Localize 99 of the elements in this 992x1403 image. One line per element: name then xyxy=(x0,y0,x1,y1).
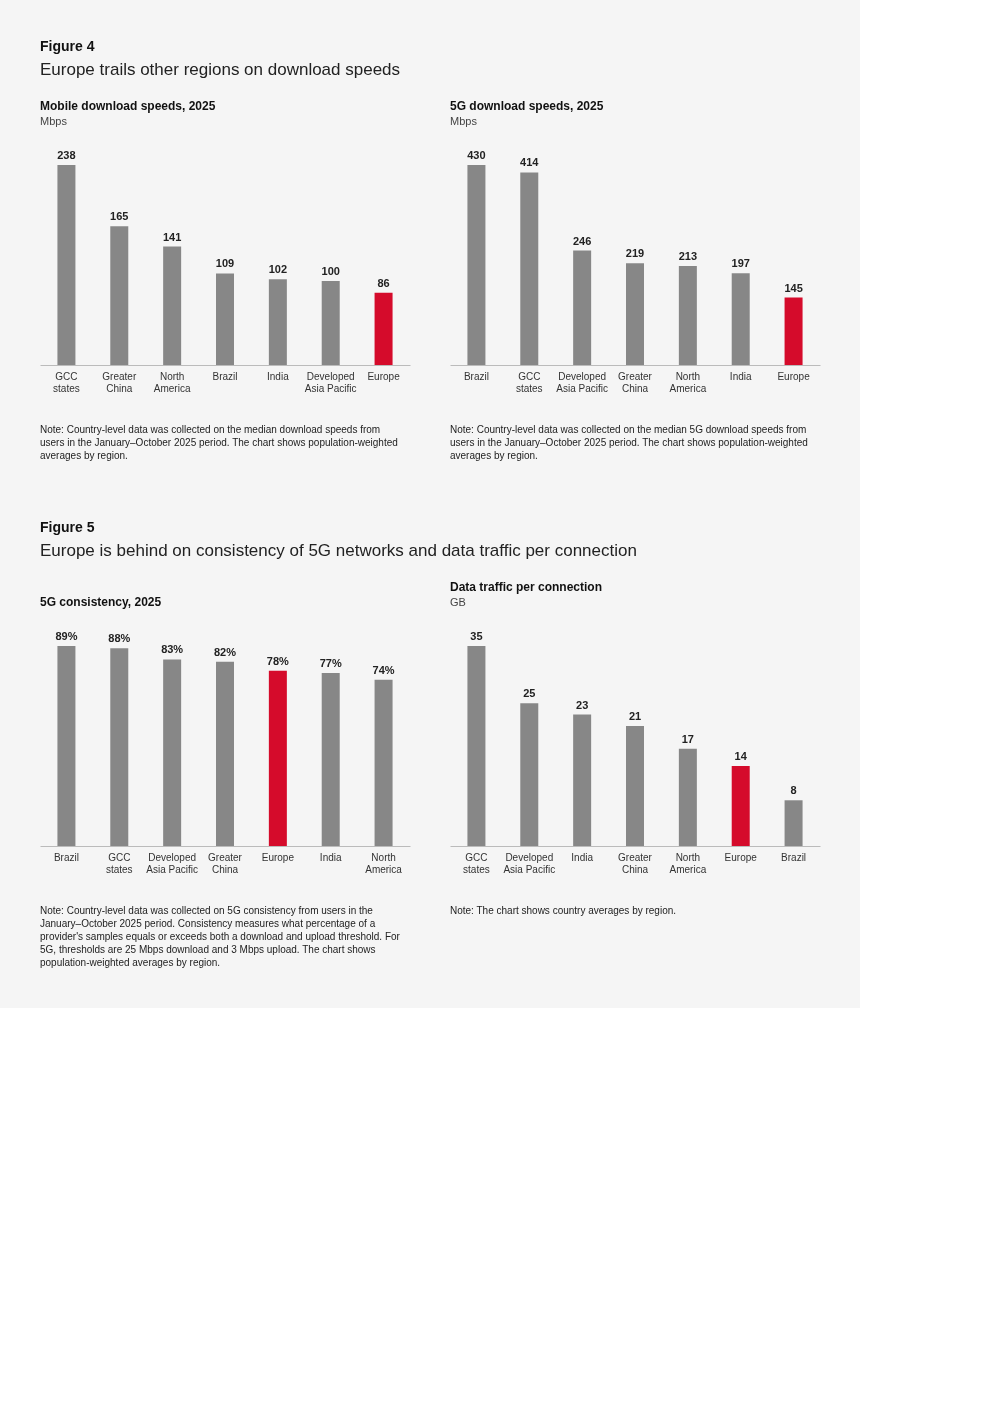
chart-subtitle: Mbps xyxy=(40,115,68,127)
text: Europe trails other regions on download speeds xyxy=(40,60,401,79)
data-label: 23 xyxy=(576,698,589,711)
bar xyxy=(467,165,486,365)
x-tick-label: GCC states xyxy=(463,851,490,875)
x-tick-label: Developed Asia Pacific xyxy=(556,370,608,394)
x-tick-label: India xyxy=(729,370,752,382)
caption: Figure 5 xyxy=(40,519,95,535)
bar xyxy=(678,748,697,846)
data-label: 414 xyxy=(520,156,540,169)
x-tick-label: Brazil xyxy=(212,370,238,382)
bar xyxy=(57,165,76,365)
x-tick-label: Greater China xyxy=(208,851,243,875)
bar xyxy=(784,297,803,365)
chart-title: 5G download speeds, 2025 xyxy=(450,99,604,113)
text: Note: Country-level data was collected on 5G consistency from users in the January–October 2025 period. Consistency measures what percentage of a provider's samples equals or exceeds both a download and upload threshold. For 5G, thresholds are 25 Mbps download and 3 Mbps upload. The chart shows population-weighted averages by region. xyxy=(40,904,401,968)
bar xyxy=(678,265,697,365)
x-tick-label: Europe xyxy=(777,370,811,382)
bar xyxy=(731,273,750,365)
x-tick-label: GCC states xyxy=(515,370,543,394)
data-label: 14 xyxy=(734,750,748,762)
data-label: 165 xyxy=(110,210,129,223)
data-label: 78% xyxy=(266,654,290,667)
data-label: 109 xyxy=(215,257,235,270)
x-tick-label: Developed Asia Pacific xyxy=(304,370,357,394)
data-label: 246 xyxy=(572,234,592,247)
bar xyxy=(110,226,129,365)
text: Note: Country-level data was collected on the median 5G download speeds from users in the January–October 2025 period. The chart shows population-weighted averages by region. xyxy=(450,423,808,461)
data-label: 8 xyxy=(790,784,797,797)
x-tick-label: India xyxy=(571,851,594,863)
data-label: 145 xyxy=(784,281,803,294)
chart-subtitle: GB xyxy=(450,596,466,608)
x-tick-label: Europe xyxy=(724,851,758,863)
text: Note: The chart shows country averages by region. xyxy=(450,904,677,916)
data-label: 430 xyxy=(467,149,486,161)
bar xyxy=(731,766,750,846)
data-label: 25 xyxy=(523,687,536,700)
data-label: 17 xyxy=(681,732,694,745)
data-label: 74% xyxy=(372,663,395,676)
text: Europe is behind on consistency of 5G networks and data traffic per connection xyxy=(40,541,637,560)
bar xyxy=(784,800,803,846)
data-label: 197 xyxy=(731,257,750,270)
data-label: 35 xyxy=(470,630,483,642)
bar xyxy=(321,280,340,365)
bar xyxy=(573,250,592,365)
bar xyxy=(626,726,644,846)
x-tick-label: GCC states xyxy=(105,851,133,875)
bar xyxy=(163,246,182,365)
x-tick-label: North America xyxy=(153,370,191,394)
x-tick-label: Europe xyxy=(367,370,401,382)
bar xyxy=(374,292,393,365)
chart-subtitle: Mbps xyxy=(450,115,478,127)
bar xyxy=(57,646,76,846)
caption: Figure 4 xyxy=(40,38,95,54)
bar xyxy=(520,703,539,846)
data-label: 213 xyxy=(678,249,698,262)
bar xyxy=(467,646,486,846)
data-label: 238 xyxy=(57,149,76,161)
data-label: 77% xyxy=(319,656,342,669)
data-label: 89% xyxy=(55,630,78,642)
x-tick-label: India xyxy=(319,851,342,863)
data-label: 219 xyxy=(625,247,645,260)
data-label: 100 xyxy=(321,264,340,277)
bar xyxy=(573,714,592,846)
data-label: 141 xyxy=(162,230,182,243)
data-label: 82% xyxy=(213,645,237,658)
bar xyxy=(374,679,393,846)
x-tick-label: Developed Asia Pacific xyxy=(503,851,556,875)
bar xyxy=(163,659,182,846)
text: Note: Country-level data was collected on the median download speeds from users in the January–October 2025 period. The chart shows population-weighted averages by region. xyxy=(40,423,398,461)
bar xyxy=(626,263,644,365)
data-label: 88% xyxy=(108,632,131,645)
x-tick-label: Greater China xyxy=(618,851,653,875)
x-tick-label: Brazil xyxy=(463,370,489,382)
data-label: 83% xyxy=(161,643,184,656)
bar xyxy=(268,670,287,846)
x-tick-label: Europe xyxy=(261,851,295,863)
x-tick-label: Greater China xyxy=(618,370,653,394)
bar xyxy=(520,172,539,365)
x-tick-label: North America xyxy=(669,851,707,875)
bar xyxy=(110,648,129,846)
chart-title: Data traffic per connection xyxy=(450,580,603,594)
data-label: 21 xyxy=(628,710,642,722)
bar xyxy=(216,273,234,365)
bar xyxy=(268,279,287,365)
x-tick-label: North America xyxy=(365,851,403,875)
bar xyxy=(216,661,234,846)
bar xyxy=(321,672,340,846)
x-tick-label: Brazil xyxy=(53,851,79,863)
x-tick-label: North America xyxy=(669,370,707,394)
data-label: 102 xyxy=(268,263,288,276)
x-tick-label: GCC states xyxy=(53,370,80,394)
chart-title: Mobile download speeds, 2025 xyxy=(40,99,216,113)
x-tick-label: Brazil xyxy=(781,851,807,863)
x-tick-label: Developed Asia Pacific xyxy=(146,851,198,875)
data-label: 86 xyxy=(377,276,390,289)
x-tick-label: Greater China xyxy=(102,370,137,394)
chart-title: 5G consistency, 2025 xyxy=(40,595,162,609)
x-tick-label: India xyxy=(267,370,290,382)
